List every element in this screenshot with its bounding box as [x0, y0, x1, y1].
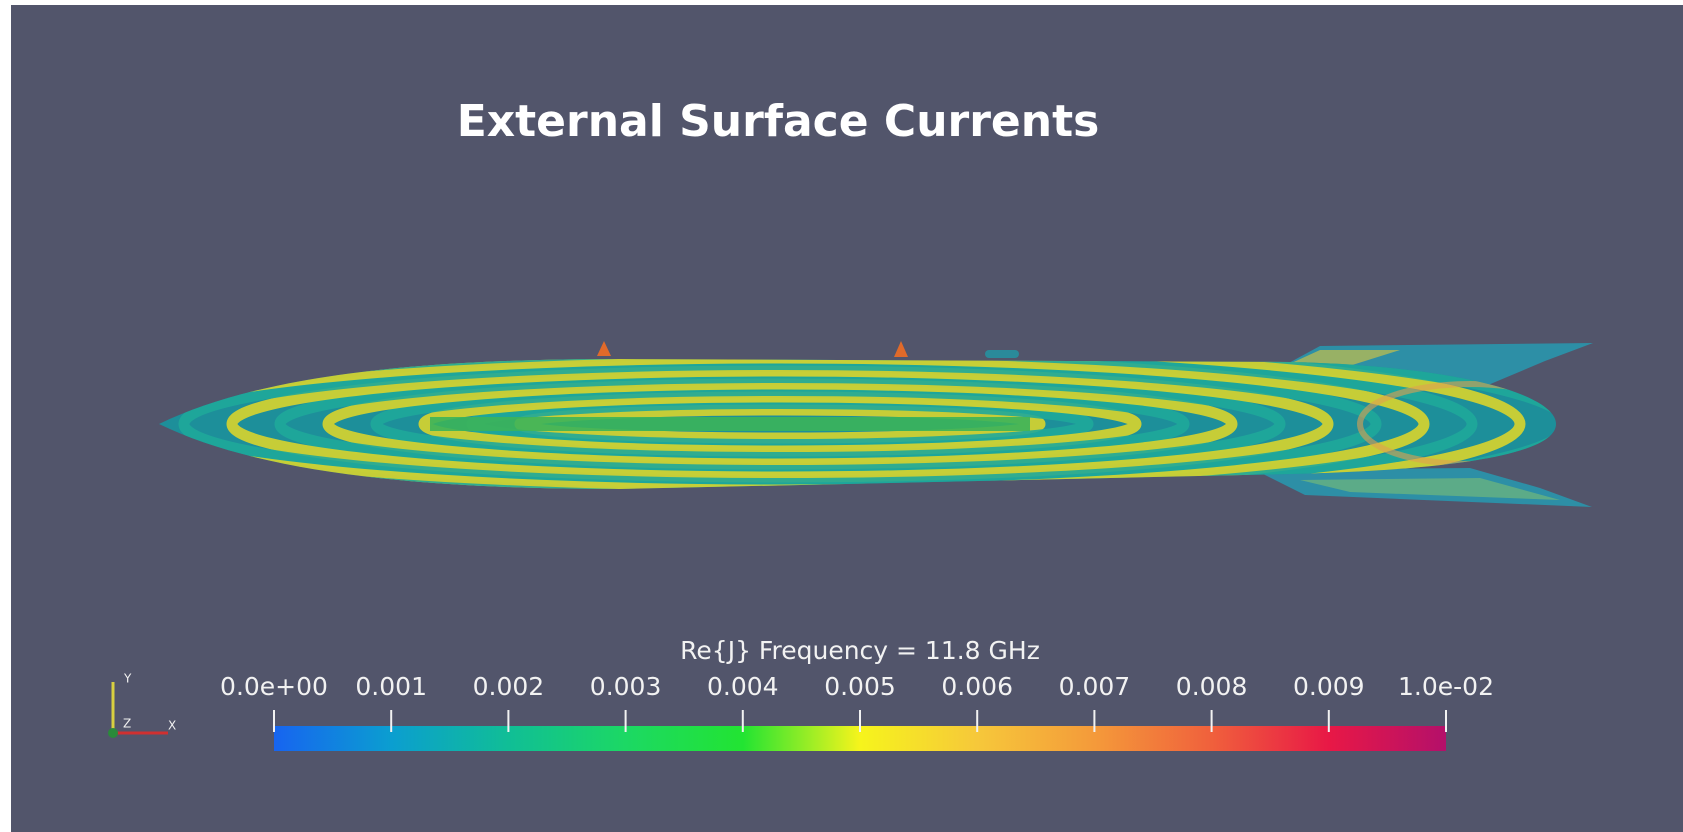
color-legend: Re{J} Frequency = 11.8 GHz 0.0e+00 0.001 0…	[220, 636, 1494, 751]
stripe	[159, 359, 1478, 489]
colorbar-tick-label: 0.006	[941, 672, 1013, 701]
triad-label: Z	[123, 717, 131, 731]
stripe	[159, 359, 1526, 489]
stripe	[322, 378, 1238, 470]
title: External Surface Currents	[457, 96, 1100, 147]
antenna	[894, 341, 908, 357]
colorbar-tick-label: 0.007	[1059, 672, 1131, 701]
colorbar-tick-label: 0.002	[473, 672, 545, 701]
colorbar-tick-label: 0.001	[355, 672, 427, 701]
rocket-model	[159, 341, 1593, 507]
colorbar-label: Re{J} Frequency = 11.8 GHz	[680, 636, 1040, 665]
triad-label: X	[168, 719, 176, 733]
colorbar-tick-label: 0.009	[1293, 672, 1365, 701]
stripe	[159, 359, 1430, 489]
antenna	[597, 341, 611, 356]
stripe	[370, 385, 1190, 463]
colorbar-tick-label: 0.0e+00	[220, 672, 328, 701]
stripe	[178, 359, 1382, 489]
current-stripes	[159, 359, 1556, 489]
fin-stripe	[1300, 478, 1560, 500]
colorbar-tick-label: 0.005	[824, 672, 896, 701]
stripe	[226, 365, 1334, 483]
antenna	[985, 350, 1019, 358]
colorbar-tick-label: 1.0e-02	[1398, 672, 1494, 701]
colorbar-tick-label: 0.004	[707, 672, 779, 701]
stripe	[430, 417, 1030, 431]
colorbar-tick-label: 0.008	[1176, 672, 1248, 701]
stripe	[418, 391, 1142, 457]
colorbar-tick-label: 0.003	[590, 672, 662, 701]
triad-origin	[108, 728, 118, 738]
stripe	[274, 372, 1286, 476]
triad-label: Y	[123, 672, 132, 686]
axes-triad: Y Z X	[108, 672, 176, 738]
